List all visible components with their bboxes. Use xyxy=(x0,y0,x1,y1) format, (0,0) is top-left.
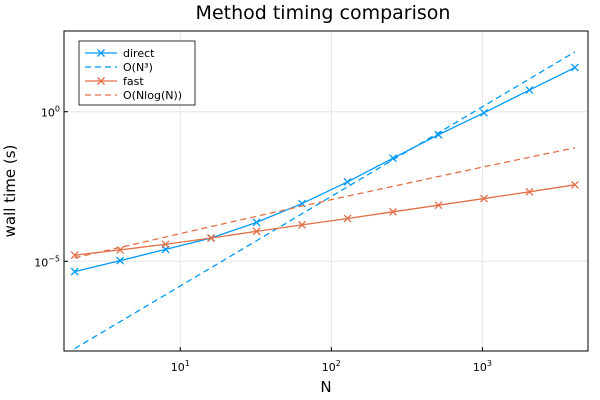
plot-series xyxy=(70,51,579,350)
legend-entry: O(N³) xyxy=(85,61,153,74)
data-point-stroke xyxy=(434,201,443,210)
data-point xyxy=(389,154,397,163)
data-point-stroke xyxy=(298,199,307,208)
legend-label: direct xyxy=(123,47,155,60)
data-point xyxy=(298,220,307,229)
data-point-stroke xyxy=(525,187,534,196)
x-tick-label: 101 xyxy=(171,359,190,374)
x-tick-label: 103 xyxy=(473,359,492,374)
legend-label: O(N³) xyxy=(123,61,153,74)
data-point xyxy=(389,207,397,216)
data-point xyxy=(252,227,261,236)
data-point-stroke xyxy=(252,218,261,227)
data-point-stroke xyxy=(434,130,443,139)
data-point-stroke xyxy=(525,86,534,95)
series-O(Nlog(N)) xyxy=(74,147,576,259)
data-point-stroke xyxy=(389,154,397,163)
data-point-stroke xyxy=(480,194,488,203)
data-point-stroke xyxy=(161,240,170,249)
x-axis-ticks: 101 102 103 xyxy=(171,347,492,374)
data-point-stroke xyxy=(70,251,79,260)
data-point xyxy=(570,180,579,189)
legend-entry: direct xyxy=(85,47,155,60)
data-point-stroke xyxy=(480,108,488,117)
data-point-stroke xyxy=(70,267,79,276)
data-point xyxy=(343,214,352,223)
data-point xyxy=(570,63,579,72)
series-line xyxy=(74,66,576,273)
data-point xyxy=(525,187,534,196)
data-point-stroke xyxy=(207,234,216,242)
data-point xyxy=(70,267,79,276)
legend-marker xyxy=(97,49,105,57)
chart-title: Method timing comparison xyxy=(196,2,451,24)
legend-marker xyxy=(97,77,105,85)
series-fast xyxy=(70,180,579,260)
data-point-stroke xyxy=(570,180,579,189)
series-line xyxy=(74,147,576,259)
data-point-stroke xyxy=(389,207,397,216)
y-axis-label: wall time (s) xyxy=(1,145,19,238)
x-tick-label: 102 xyxy=(322,359,341,374)
data-point-stroke xyxy=(298,220,307,229)
data-point-stroke xyxy=(343,214,352,223)
data-point xyxy=(434,130,443,139)
data-point-stroke xyxy=(252,227,261,236)
y-tick-label: 10−5 xyxy=(34,254,60,269)
data-point xyxy=(252,218,261,227)
data-point-stroke xyxy=(116,256,125,265)
data-point xyxy=(480,108,488,117)
plot-frame xyxy=(63,30,589,352)
legend-box xyxy=(78,40,196,106)
series-O(N³) xyxy=(74,51,576,350)
legend-entry: O(Nlog(N)) xyxy=(85,89,182,102)
data-point xyxy=(207,234,216,242)
y-tick-label: 100 xyxy=(41,105,60,120)
legend-label: O(Nlog(N)) xyxy=(123,89,182,102)
data-point xyxy=(343,177,352,186)
data-point-stroke xyxy=(570,63,579,72)
legend-label: fast xyxy=(123,75,144,88)
x-axis-label: N xyxy=(320,378,331,396)
series-line xyxy=(74,184,576,256)
y-axis-ticks: 10−5 100 xyxy=(34,105,68,269)
data-point-stroke xyxy=(343,177,352,186)
data-point xyxy=(525,86,534,95)
data-point xyxy=(161,240,170,249)
series-line xyxy=(74,51,576,350)
data-point xyxy=(480,194,488,203)
grid xyxy=(64,31,588,351)
legend-entry: fast xyxy=(85,75,144,88)
data-point xyxy=(116,256,125,265)
data-point-stroke xyxy=(116,245,125,254)
data-point xyxy=(434,201,443,210)
